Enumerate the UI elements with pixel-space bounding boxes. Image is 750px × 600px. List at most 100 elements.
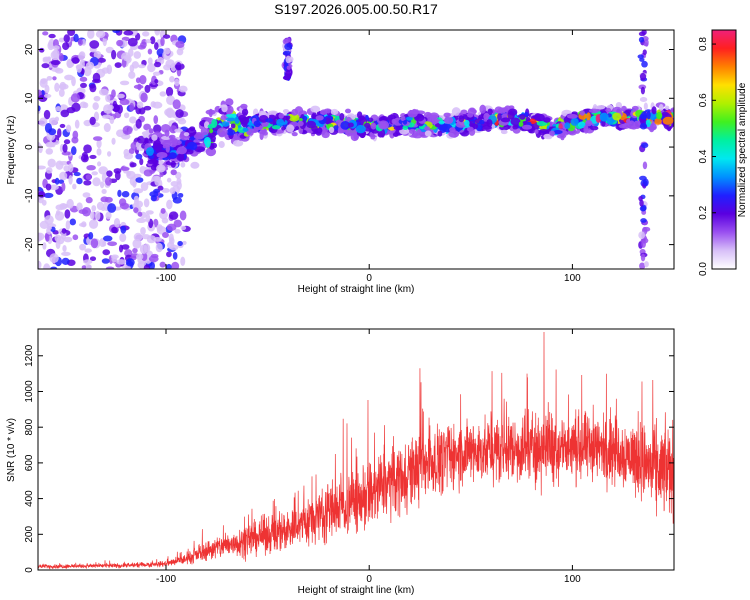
spectrogram-cell [141,252,148,261]
spectrogram-cell [133,207,139,213]
snr-series-line [38,332,674,570]
spectrogram-cell [132,238,142,249]
spectrogram-cell [405,116,414,121]
spectrogram-cell [79,101,87,109]
spectrogram-cell [180,161,186,168]
spectrogram-cell [113,217,121,228]
spectrogram-cell [58,88,65,98]
spectrogram-cell [83,259,93,265]
spectrogram-cell [96,201,105,211]
spectrogram-cell [588,108,599,113]
spectrogram-cell [83,144,92,154]
spectrogram-cell [64,74,74,81]
spectrogram-cell [41,199,47,206]
spectrogram-cell [79,76,88,82]
spectrogram-cell [111,89,116,98]
spectrogram-cell [310,105,321,113]
spectrogram-cell [123,30,134,36]
spectrogram-cell [340,121,351,130]
spectrogram-cell [99,181,105,189]
spectrogram-cell [169,187,176,195]
spectrogram-cell [70,93,80,103]
spectrogram-cell [278,112,284,119]
spectrogram-cell [486,119,493,128]
spectrogram-cell [400,116,406,122]
spectrogram-cell [179,210,187,221]
spectrogram-cell [494,106,503,114]
spectrogram-cell [204,139,211,148]
spectrogram-cell [93,50,102,59]
spectrogram-cell [639,199,644,207]
spectrogram-cell [641,60,648,68]
spectrogram-xtick-label: 100 [564,273,581,284]
spectrogram-cell [640,253,646,262]
spectrogram-cell [172,138,178,144]
spectrogram-cell [136,253,144,260]
spectrogram-cell [460,109,468,115]
spectrogram-cell [143,105,152,111]
spectrogram-cell [347,122,354,128]
spectrogram-cell [88,231,94,240]
spectrogram-cell [52,76,57,81]
spectrogram-cell [38,117,48,127]
spectrogram-cell [123,56,131,62]
spectrogram-cell [240,103,248,110]
spectrogram-cell [133,199,140,207]
spectrogram-cell [112,104,120,113]
spectrogram-cell [43,109,51,120]
spectrogram-cell [57,128,62,138]
spectrogram-cell [96,139,102,149]
spectrogram-cell [98,166,108,175]
spectrogram-cell [356,111,363,119]
spectrogram-cell [102,240,107,247]
spectrogram-cell [49,253,59,264]
spectrogram-ytick-label: 20 [24,44,35,56]
colorbar-label: Normalized spectral amplitude [737,82,748,217]
spectrogram-cell [166,199,173,210]
spectrogram-cell [83,119,92,127]
snr-frame [37,328,675,571]
spectrogram-cell [155,242,163,253]
spectrogram-cell [45,148,54,155]
spectrogram-cell [169,152,177,159]
spectrogram-cell [55,204,65,211]
spectrogram-cell [282,38,289,45]
spectrogram-cell [38,105,41,112]
spectrogram-cell [97,57,106,63]
spectrogram-cell [104,196,113,203]
spectrogram-cell [59,123,66,128]
spectrogram-cell [54,116,60,122]
spectrogram-cell [120,225,127,234]
spectrogram-cell [92,136,103,141]
snr-ytick-label: 200 [24,526,35,543]
spectrogram-cell [631,105,639,111]
spectrogram-cell [48,38,55,49]
spectrogram-cell [262,131,268,136]
spectrogram-cell [380,115,388,122]
spectrogram-cell [105,266,115,269]
spectrogram-cell [641,240,646,248]
spectrogram-cell [63,236,73,243]
spectrogram-cell [161,135,172,140]
spectrogram-cell [85,174,92,180]
spectrogram-cell [42,31,49,36]
spectrogram-cell [595,105,606,110]
colorbar-axes: 0.0 0.2 0.4 0.6 0.8 [698,37,716,276]
snr-ytick-label: 0 [24,567,35,573]
spectrogram-cell [102,249,111,256]
spectrogram-cell [170,180,179,187]
spectrogram-ytick-label: -20 [24,237,35,252]
spectrogram-cell [143,198,150,208]
spectrogram-cell [116,39,124,47]
spectrogram-cell [216,127,228,137]
spectrogram-cell [52,45,60,51]
spectrogram-cell [133,188,144,194]
spectrogram-cell [129,176,138,187]
spectrogram-cell [121,244,130,250]
spectrogram-cell [84,248,92,253]
spectrogram-cell [153,115,159,125]
spectrogram-cell [579,110,585,116]
